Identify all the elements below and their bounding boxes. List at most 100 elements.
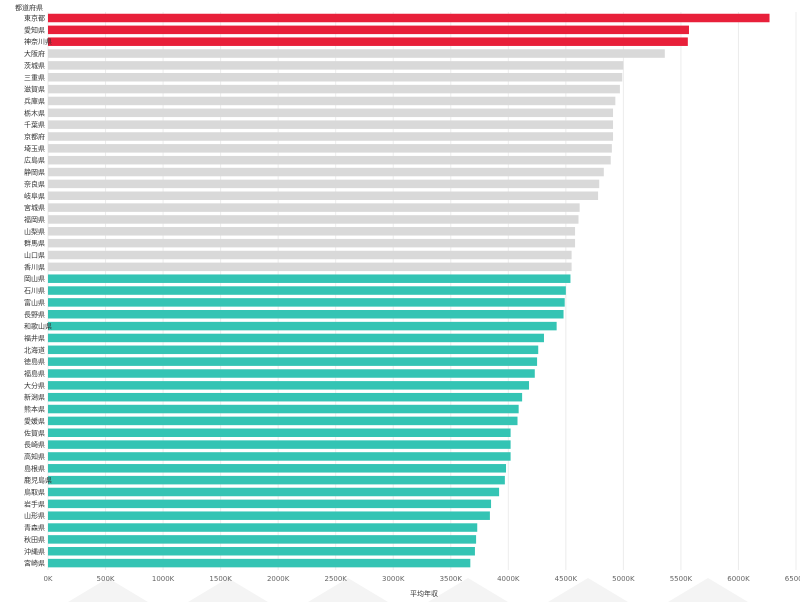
bar[interactable] — [48, 452, 511, 461]
category-label: 京都府 — [24, 132, 45, 141]
x-tick-label: 3500K — [440, 575, 463, 583]
category-label: 東京都 — [24, 14, 45, 23]
bar[interactable] — [48, 535, 477, 544]
category-label: 埼玉県 — [24, 144, 45, 153]
category-label: 広島県 — [24, 156, 45, 165]
background-decoration — [188, 578, 268, 602]
category-label: 千葉県 — [24, 120, 45, 129]
bar[interactable] — [48, 13, 770, 23]
x-tick-label: 500K — [97, 575, 115, 583]
category-label: 福島県 — [24, 369, 45, 378]
category-label: 鹿児島県 — [24, 476, 52, 485]
x-tick-label: 6000K — [727, 575, 750, 583]
bar[interactable] — [48, 227, 576, 236]
x-tick-label: 1000K — [152, 575, 175, 583]
bar[interactable] — [48, 144, 612, 153]
category-label: 茨城県 — [24, 61, 45, 70]
bar[interactable] — [48, 321, 557, 331]
bar[interactable] — [48, 381, 530, 390]
category-label: 熊本県 — [24, 405, 45, 414]
bar[interactable] — [48, 286, 566, 295]
x-tick-label: 3000K — [382, 575, 405, 583]
bar[interactable] — [48, 262, 572, 272]
bar[interactable] — [48, 238, 576, 248]
bar[interactable] — [48, 250, 572, 260]
bar[interactable] — [48, 167, 604, 177]
background-decoration — [548, 578, 628, 602]
bar[interactable] — [48, 191, 599, 201]
bar[interactable] — [48, 511, 490, 520]
x-axis-title: 平均年収 — [410, 589, 438, 598]
x-tick-label: 4500K — [555, 575, 578, 583]
bar[interactable] — [48, 25, 689, 35]
bar[interactable] — [48, 61, 624, 70]
category-label: 福井県 — [24, 333, 45, 342]
category-label: 長崎県 — [24, 440, 45, 449]
category-label: 和歌山県 — [24, 322, 52, 331]
bar[interactable] — [48, 274, 571, 283]
bar[interactable] — [48, 84, 620, 94]
bar[interactable] — [48, 404, 519, 414]
bar[interactable] — [48, 369, 535, 378]
category-label: 佐賀県 — [24, 428, 45, 437]
category-label: 奈良県 — [24, 179, 45, 188]
category-label: 北海道 — [24, 345, 45, 354]
bar[interactable] — [48, 73, 623, 82]
category-label: 福岡県 — [24, 215, 45, 224]
bar[interactable] — [48, 416, 518, 426]
bar[interactable] — [48, 120, 614, 129]
background-decoration — [668, 578, 748, 602]
category-label: 岐阜県 — [24, 191, 45, 200]
category-label: 新潟県 — [24, 393, 45, 402]
bar[interactable] — [48, 310, 564, 319]
category-label: 大阪府 — [24, 49, 45, 58]
bar[interactable] — [48, 49, 665, 58]
x-tick-label: 0K — [43, 575, 52, 583]
bar[interactable] — [48, 464, 507, 473]
bar[interactable] — [48, 499, 492, 509]
category-label: 岡山県 — [24, 274, 45, 283]
bar[interactable] — [48, 357, 538, 366]
bar[interactable] — [48, 179, 600, 189]
bar[interactable] — [48, 96, 616, 106]
bar[interactable] — [48, 487, 500, 497]
category-label: 香川県 — [24, 262, 45, 271]
category-label: 宮崎県 — [24, 559, 45, 568]
category-label: 岩手県 — [24, 499, 45, 508]
category-label: 山梨県 — [24, 227, 45, 236]
category-label: 石川県 — [24, 287, 45, 295]
bar[interactable] — [48, 475, 505, 485]
category-label: 大分県 — [24, 381, 45, 390]
bar[interactable] — [48, 428, 511, 438]
bar[interactable] — [48, 558, 471, 568]
x-tick-label: 5500K — [670, 575, 693, 583]
category-label: 山口県 — [24, 251, 45, 260]
bar[interactable] — [48, 523, 478, 532]
x-tick-label: 6500K — [785, 575, 800, 583]
background-decoration — [68, 578, 148, 602]
bar[interactable] — [48, 392, 523, 402]
category-label: 徳島県 — [24, 357, 45, 366]
background-decoration — [428, 578, 508, 602]
bar[interactable] — [48, 440, 511, 449]
category-label: 鳥取県 — [24, 488, 45, 497]
bar[interactable] — [48, 333, 544, 343]
bar[interactable] — [48, 203, 580, 212]
bar[interactable] — [48, 345, 539, 355]
bar[interactable] — [48, 132, 614, 141]
bar[interactable] — [48, 547, 475, 556]
x-tick-label: 4000K — [497, 575, 520, 583]
bar[interactable] — [48, 215, 579, 224]
category-label: 秋田県 — [24, 535, 45, 544]
category-label: 青森県 — [24, 523, 45, 532]
x-tick-label: 5000K — [612, 575, 635, 583]
bar[interactable] — [48, 108, 614, 118]
category-label: 群馬県 — [24, 239, 45, 248]
bar[interactable] — [48, 155, 611, 165]
bar[interactable] — [48, 298, 565, 307]
category-label: 静岡県 — [24, 168, 45, 177]
bar[interactable] — [48, 37, 688, 46]
category-label: 兵庫県 — [24, 96, 45, 105]
category-label: 愛媛県 — [24, 416, 45, 425]
